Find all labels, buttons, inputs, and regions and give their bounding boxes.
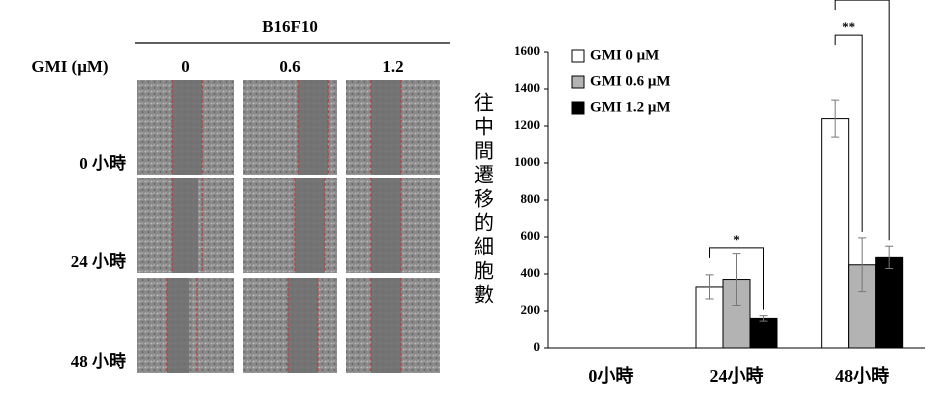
legend-label: GMI 0 μM [590,47,659,63]
x-tick-label: 24小時 [710,366,764,386]
y-axis-label: 間 [474,141,494,163]
y-tick-label: 1000 [514,154,540,169]
legend-swatch [571,101,585,115]
bar [875,256,904,349]
significance-bracket [834,0,890,241]
bar [821,118,850,349]
y-tick-label: 200 [521,302,541,317]
error-bar [885,245,894,269]
image-grid: 0 0.6 1.2 0 小時 24 小時 48 小時 [71,57,440,373]
wound-gap [298,80,328,175]
y-axis-label: 往 [474,92,494,115]
y-axis-label: 移 [474,188,494,211]
y-axis-label: 中 [474,116,494,139]
row-label: 48 小時 [71,351,126,371]
y-axis-label: 數 [474,284,494,307]
error-bar [732,253,741,306]
wound-gap [172,178,198,273]
y-axis-label: 遷 [474,165,494,187]
column-label: 0.6 [279,57,300,76]
error-bar [759,315,768,322]
y-axis-label: 胞 [474,260,494,283]
wound-gap [371,178,401,273]
bar-chart: 02004006008001000120014001600往中間遷移的細胞數往中… [474,0,925,386]
legend-swatch [571,49,585,63]
wound-gap [295,178,325,273]
y-tick-label: 1400 [514,80,540,95]
legend-swatch [571,75,585,89]
error-bar [858,237,867,293]
x-tick-label: 0小時 [588,366,633,386]
legend-label: GMI 1.2 μM [590,99,671,115]
y-tick-label: 0 [534,339,541,354]
significance-bracket [709,247,764,310]
significance-bracket [834,34,863,232]
error-bar [831,99,840,138]
error-bar [705,274,714,300]
y-tick-label: 400 [521,265,541,280]
y-axis-label: 的 [474,212,494,235]
x-tick-label: 48小時 [835,366,889,386]
wound-gap [371,80,401,175]
y-tick-label: 1200 [514,117,540,132]
column-header: GMI (μM) [31,57,108,76]
y-tick-label: 800 [521,191,541,206]
wound-gap [288,278,318,373]
wound-gap [172,80,202,175]
y-tick-label: 1600 [514,43,540,58]
legend-label: GMI 0.6 μM [590,73,671,89]
row-label: 24 小時 [71,251,126,271]
panel-title: B16F10 [262,17,318,36]
significance-label: * [733,232,740,247]
y-axis-label: 細 [474,236,494,259]
bar [749,317,778,349]
wound-gap [371,278,401,373]
row-label: 0 小時 [79,153,126,173]
column-label: 1.2 [382,57,403,76]
significance-label: ** [842,19,855,34]
column-label: 0 [181,57,190,76]
y-tick-label: 600 [521,228,541,243]
wound-gap [167,278,189,373]
